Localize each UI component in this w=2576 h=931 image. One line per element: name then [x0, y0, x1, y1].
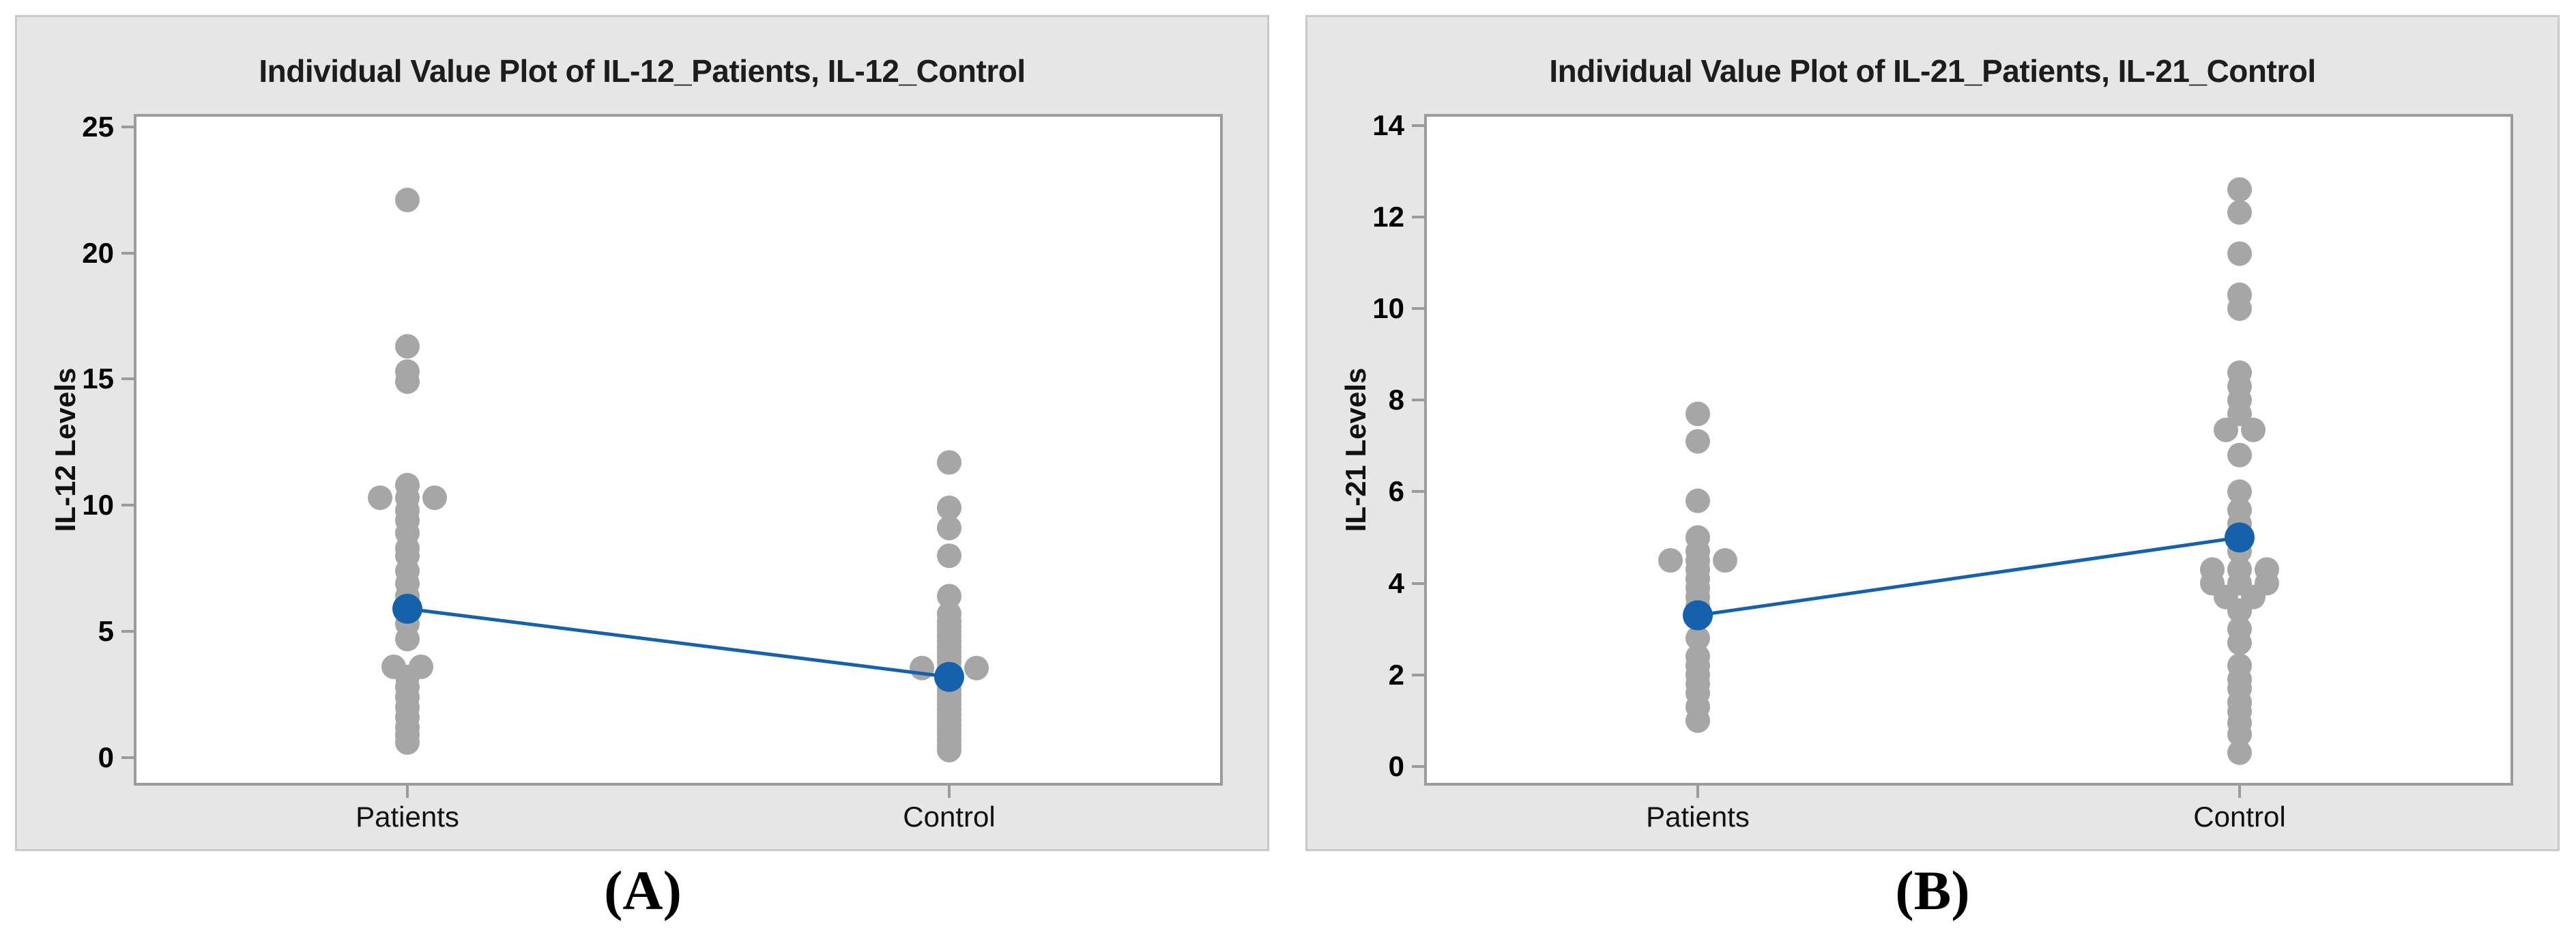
- y-axis-label: IL-21 Levels: [1340, 367, 1372, 532]
- mean-point: [1683, 600, 1713, 631]
- y-tick-label: 8: [1388, 384, 1404, 416]
- data-point: [395, 188, 420, 212]
- y-tick-mark: [1412, 582, 1427, 585]
- mean-connector-line: [1697, 535, 2240, 617]
- data-point: [2227, 598, 2252, 623]
- mean-point: [392, 593, 422, 624]
- data-point: [422, 485, 447, 511]
- data-point: [937, 543, 961, 569]
- y-tick-mark: [1412, 764, 1427, 768]
- y-tick-mark: [121, 251, 136, 255]
- x-category-label: Patients: [1646, 801, 1750, 833]
- data-point: [937, 515, 961, 541]
- data-point: [2227, 630, 2252, 655]
- data-point: [937, 737, 961, 762]
- chart-title: Individual Value Plot of IL-21_Patients,…: [1549, 53, 2316, 89]
- y-axis-label: IL-12 Levels: [49, 367, 81, 532]
- data-point: [1685, 708, 1710, 733]
- scatter-canvas: [1658, 177, 2279, 765]
- x-tick-mark: [2238, 786, 2241, 798]
- y-tick-label: 14: [1372, 109, 1404, 141]
- y-tick-mark: [1412, 124, 1427, 127]
- chart-panel-il21: Individual Value Plot of IL-21_Patients,…: [1305, 15, 2560, 851]
- y-tick-label: 12: [1372, 200, 1404, 233]
- y-tick-mark: [121, 377, 136, 381]
- y-tick-label: 10: [82, 489, 114, 521]
- mean-point: [2225, 522, 2255, 553]
- y-tick-label: 15: [82, 362, 114, 395]
- data-point: [937, 584, 961, 609]
- chart-title: Individual Value Plot of IL-12_Patients,…: [259, 53, 1026, 89]
- data-point: [1658, 547, 1683, 573]
- y-tick-label: 4: [1388, 567, 1404, 599]
- y-tick-mark: [1412, 307, 1427, 311]
- y-tick-mark: [1412, 673, 1427, 676]
- data-point: [2227, 721, 2252, 747]
- mean-point: [934, 661, 964, 692]
- data-point: [1685, 429, 1710, 454]
- data-point: [395, 730, 420, 755]
- data-point: [937, 450, 961, 475]
- y-tick-label: 0: [1388, 749, 1404, 782]
- y-tick-label: 5: [98, 615, 114, 648]
- x-category-label: Control: [2193, 801, 2286, 833]
- y-tick-mark: [121, 125, 136, 128]
- mean-connector-line: [407, 607, 950, 679]
- data-point: [1685, 626, 1710, 651]
- data-point: [1685, 488, 1710, 513]
- y-tick-label: 10: [1372, 292, 1404, 325]
- y-tick-mark: [121, 756, 136, 760]
- scatter-canvas: [368, 188, 989, 762]
- y-tick-label: 0: [98, 741, 114, 774]
- y-tick-mark: [121, 630, 136, 633]
- data-point: [2227, 479, 2252, 504]
- x-tick-mark: [406, 786, 409, 798]
- data-point: [2227, 401, 2252, 427]
- x-category-label: Patients: [356, 801, 459, 833]
- y-tick-mark: [1412, 399, 1427, 402]
- plot-area: [1424, 114, 2513, 786]
- panel-caption-b: (B): [1895, 859, 1970, 921]
- data-point: [368, 485, 392, 511]
- data-point: [395, 334, 420, 359]
- y-tick-label: 25: [82, 110, 114, 143]
- plot-area: [134, 114, 1223, 786]
- data-point: [1685, 401, 1710, 427]
- data-point: [1713, 547, 1737, 573]
- data-point: [910, 655, 934, 681]
- y-tick-mark: [1412, 490, 1427, 493]
- data-point: [2227, 442, 2252, 468]
- data-point: [964, 655, 989, 681]
- data-point: [395, 369, 420, 395]
- y-tick-label: 2: [1388, 658, 1404, 691]
- data-point: [2227, 177, 2252, 202]
- data-point: [2227, 200, 2252, 225]
- chart-panel-il12: Individual Value Plot of IL-12_Patients,…: [15, 15, 1269, 851]
- data-point: [937, 496, 961, 521]
- y-tick-mark: [121, 504, 136, 507]
- panel-caption-a: (A): [604, 859, 682, 921]
- y-tick-label: 20: [82, 236, 114, 269]
- data-point: [2227, 296, 2252, 321]
- data-point: [2227, 740, 2252, 765]
- y-tick-mark: [1412, 215, 1427, 218]
- data-point: [2241, 417, 2266, 442]
- x-category-label: Control: [903, 801, 996, 833]
- data-point: [395, 627, 420, 652]
- data-point: [2227, 241, 2252, 266]
- y-tick-label: 6: [1388, 475, 1404, 508]
- x-tick-mark: [948, 786, 951, 798]
- x-tick-mark: [1696, 786, 1699, 798]
- data-point: [2214, 417, 2238, 442]
